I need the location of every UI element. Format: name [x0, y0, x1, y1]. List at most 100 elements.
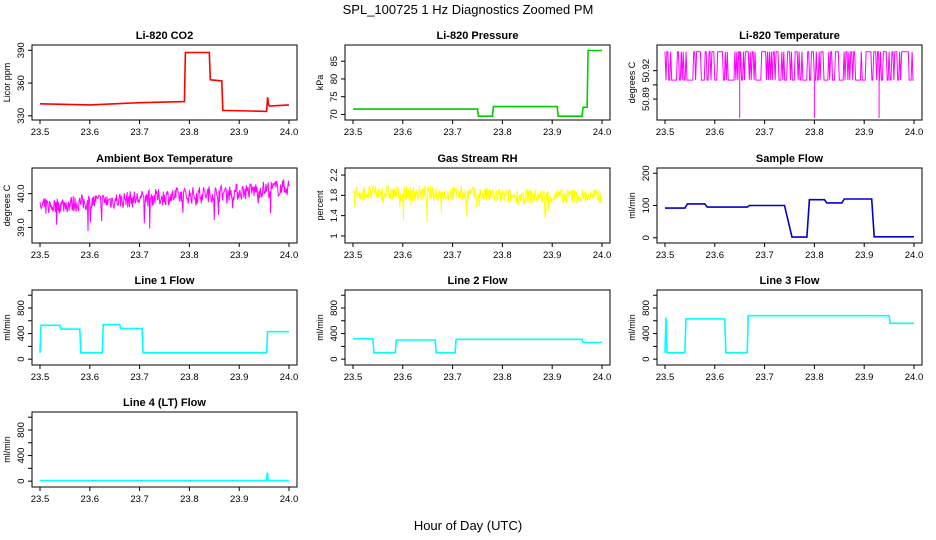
x-tick-label: 24.0 [280, 372, 299, 383]
x-tick-label: 23.5 [31, 372, 50, 383]
series-line [664, 51, 914, 118]
x-tick-label: 23.9 [855, 250, 874, 261]
panel-frame [31, 411, 298, 488]
panel-frame [656, 289, 923, 366]
y-tick-label: 400 [329, 326, 340, 342]
y-tick-label: 360 [16, 75, 27, 91]
y-axis-label: Licor ppm [2, 63, 12, 103]
x-tick-label: 23.8 [180, 250, 199, 261]
x-tick-label: 23.7 [130, 250, 149, 261]
y-tick-label: 40.0 [16, 184, 27, 203]
x-tick-label: 23.9 [230, 494, 249, 505]
x-tick-label: 24.0 [280, 250, 299, 261]
y-tick-label: 800 [329, 300, 340, 316]
chart-panel: Line 2 Flow ml/min 23.5 23.6 23.7 23.8 23.9 24.… [315, 275, 611, 383]
panel-title: Line 1 Flow [135, 275, 195, 287]
series-line [39, 323, 289, 354]
y-tick-label: 400 [16, 448, 27, 464]
y-tick-label: 400 [16, 326, 27, 342]
panel-frame [31, 289, 298, 366]
y-tick-label: 390 [16, 42, 27, 58]
y-axis-label: percent [315, 190, 325, 221]
panel-title: Gas Stream RH [437, 153, 517, 165]
panel-title: Line 4 (LT) Flow [123, 397, 206, 409]
x-tick-label: 23.6 [81, 372, 100, 383]
x-tick-label: 23.5 [344, 372, 363, 383]
chart-panel: Li-820 Temperature degrees C 23.5 23.6 23.7 2… [627, 30, 923, 138]
x-tick-label: 24.0 [280, 494, 299, 505]
y-axis-label: ml/min [627, 192, 637, 219]
x-tick-label: 23.9 [230, 127, 249, 138]
series-line [665, 198, 914, 238]
x-tick-label: 23.9 [543, 250, 562, 261]
y-tick-label: 800 [16, 300, 27, 316]
x-tick-label: 23.5 [344, 250, 363, 261]
x-axis-title: Hour of Day (UTC) [413, 518, 523, 533]
panel-title: Line 2 Flow [448, 275, 508, 287]
y-tick-label: 85 [329, 56, 340, 67]
chart-panel: Gas Stream RH percent 23.5 23.6 23.7 23.8 23.9… [315, 153, 611, 261]
y-tick-label: 100 [641, 198, 652, 214]
x-tick-label: 24.0 [905, 250, 924, 261]
panel-title: Line 3 Flow [760, 275, 820, 287]
y-tick-label: 800 [641, 300, 652, 316]
x-tick-label: 23.8 [493, 250, 512, 261]
x-tick-label: 23.7 [443, 127, 462, 138]
x-tick-label: 23.6 [394, 250, 413, 261]
y-tick-label: 800 [16, 422, 27, 438]
x-tick-label: 23.9 [855, 127, 874, 138]
series-line [353, 337, 602, 354]
series-line [40, 472, 289, 482]
y-axis-label: degrees C [627, 61, 637, 103]
y-tick-label: 1.8 [329, 189, 340, 202]
series-line [39, 51, 290, 113]
x-tick-label: 23.9 [543, 127, 562, 138]
x-tick-label: 23.8 [805, 372, 824, 383]
x-tick-label: 23.7 [130, 372, 149, 383]
y-tick-label: 70 [329, 109, 340, 120]
x-tick-label: 23.8 [493, 372, 512, 383]
x-tick-label: 23.5 [31, 250, 50, 261]
panel-frame [656, 167, 923, 244]
series-line [664, 314, 914, 354]
x-tick-label: 23.7 [130, 127, 149, 138]
panel-title: Li-820 Temperature [739, 30, 840, 42]
chart-panel: Line 3 Flow ml/min 23.5 23.6 23.7 23.8 23.9 24.… [627, 275, 923, 383]
x-tick-label: 23.7 [130, 494, 149, 505]
panel-frame [31, 44, 298, 121]
y-tick-label: 80 [329, 74, 340, 85]
x-tick-label: 23.5 [31, 494, 50, 505]
chart-panel: Line 4 (LT) Flow ml/min 23.5 23.6 23.7 23.8 23… [2, 397, 298, 505]
chart-panel: Li-820 CO2 Licor ppm 23.5 23.6 23.7 23.8 23.9 2… [2, 30, 298, 138]
x-tick-label: 24.0 [593, 127, 612, 138]
x-tick-label: 23.7 [443, 372, 462, 383]
y-tick-label: 1.4 [329, 209, 340, 222]
x-tick-label: 23.9 [855, 372, 874, 383]
panel-frame [344, 44, 611, 121]
chart-panel: Ambient Box Temperature degrees C 23.5 23.6… [2, 153, 298, 261]
page-title: SPL_100725 1 Hz Diagnostics Zoomed PM [342, 2, 594, 17]
y-tick-label: 200 [641, 165, 652, 181]
panel-frame [344, 167, 611, 244]
x-tick-label: 23.8 [180, 127, 199, 138]
x-tick-label: 23.7 [755, 372, 774, 383]
chart-panel: Sample Flow ml/min 23.5 23.6 23.7 23.8 23.9 24.… [627, 153, 923, 261]
y-tick-label: 330 [16, 108, 27, 124]
y-tick-label: 39.0 [16, 218, 27, 237]
x-tick-label: 23.6 [81, 250, 100, 261]
series-line [353, 49, 602, 117]
panel-title: Li-820 Pressure [437, 30, 519, 42]
x-tick-label: 24.0 [280, 127, 299, 138]
x-tick-label: 23.8 [493, 127, 512, 138]
chart-panel: Li-820 Pressure kPa 23.5 23.6 23.7 23.8 23.9 24… [315, 30, 611, 138]
x-tick-label: 23.7 [755, 127, 774, 138]
x-tick-label: 23.9 [230, 372, 249, 383]
x-tick-label: 23.5 [656, 372, 675, 383]
x-tick-label: 23.6 [394, 372, 413, 383]
x-tick-label: 23.6 [706, 250, 725, 261]
chart-panel: Line 1 Flow ml/min 23.5 23.6 23.7 23.8 23.9 24.… [2, 275, 298, 383]
x-tick-label: 23.8 [805, 127, 824, 138]
series-line [39, 179, 290, 232]
y-tick-label: 2.2 [329, 168, 340, 181]
